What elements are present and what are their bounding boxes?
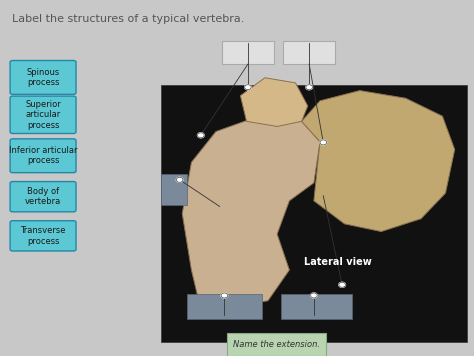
- FancyBboxPatch shape: [161, 174, 187, 205]
- FancyBboxPatch shape: [187, 294, 262, 319]
- Text: Superior
articular
process: Superior articular process: [25, 100, 61, 130]
- Circle shape: [176, 177, 183, 182]
- Polygon shape: [240, 78, 308, 126]
- FancyBboxPatch shape: [222, 41, 274, 64]
- Polygon shape: [301, 90, 455, 231]
- Circle shape: [306, 85, 312, 90]
- Circle shape: [320, 140, 327, 145]
- Text: Inferior articular
process: Inferior articular process: [9, 146, 77, 166]
- FancyBboxPatch shape: [10, 61, 76, 94]
- Circle shape: [198, 133, 204, 138]
- Circle shape: [339, 282, 346, 287]
- Text: Transverse
process: Transverse process: [20, 226, 66, 246]
- Circle shape: [310, 293, 317, 298]
- FancyBboxPatch shape: [161, 85, 467, 342]
- Text: Name the extension.: Name the extension.: [233, 340, 319, 349]
- Text: Label the structures of a typical vertebra.: Label the structures of a typical verteb…: [12, 14, 245, 24]
- Text: Lateral view: Lateral view: [303, 257, 371, 267]
- FancyBboxPatch shape: [227, 333, 326, 356]
- FancyBboxPatch shape: [10, 139, 76, 173]
- Circle shape: [245, 85, 251, 90]
- FancyBboxPatch shape: [283, 41, 335, 64]
- FancyBboxPatch shape: [10, 96, 76, 134]
- Circle shape: [221, 293, 228, 298]
- FancyBboxPatch shape: [10, 182, 76, 212]
- Text: Spinous
process: Spinous process: [27, 68, 60, 87]
- Text: Body of
vertebra: Body of vertebra: [25, 187, 61, 206]
- FancyBboxPatch shape: [281, 294, 352, 319]
- FancyBboxPatch shape: [10, 221, 76, 251]
- Polygon shape: [182, 116, 320, 308]
